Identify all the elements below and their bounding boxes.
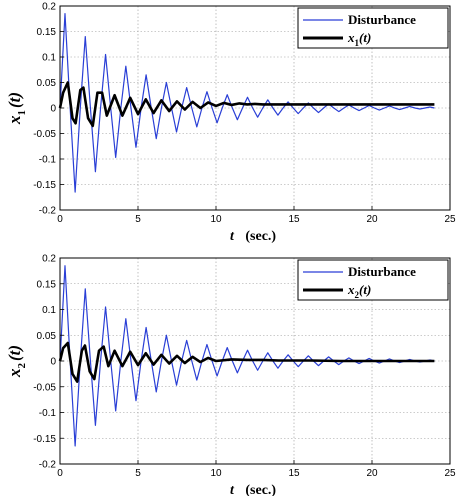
y-axis-label-main: x — [5, 115, 24, 125]
legend-label-x1-sub: 1 — [355, 38, 360, 48]
legend-x2: Disturbance x2(t) — [297, 259, 449, 301]
plot-x1: 0 5 10 15 20 25 -0.2 -0.15 -0.1 -0.05 0 0.05 0.1 0.1… — [5, 2, 456, 245]
legend-label-x1-arg: (t) — [359, 30, 371, 45]
x-tick-label: 10 — [210, 214, 222, 225]
plot-x2: 0 5 10 15 20 25 -0.2 -0.15 -0.1 -0.05 0 0.05 0.1 0.1… — [5, 254, 456, 496]
y-tick-labels-x2: -0.2 -0.15 -0.1 -0.05 0 0.05 0.1 0.15 0.2 — [33, 254, 64, 471]
x-axis-label-unit: (sec.) — [245, 229, 276, 244]
x-tick-label: 10 — [210, 468, 222, 479]
y-tick-label: 0.15 — [37, 279, 57, 290]
x-tick-label: 25 — [444, 468, 456, 479]
y-axis-label-sub: 2 — [16, 363, 28, 369]
y-axis-label-sub: 1 — [16, 110, 28, 116]
y-axis-label-arg: (t) — [5, 345, 24, 361]
y-tick-label: 0.05 — [37, 331, 57, 342]
x-tick-label: 0 — [57, 468, 63, 479]
y-axis-label-main: x — [5, 368, 24, 378]
x-tick-label: 25 — [444, 214, 456, 225]
y-tick-label: -0.1 — [39, 408, 57, 419]
y-tick-label: 0.15 — [37, 27, 57, 38]
x-tick-label: 15 — [288, 468, 300, 479]
y-axis-label-x1: x1 (t) — [5, 92, 28, 125]
x-axis-label-x1: t (sec.) — [230, 229, 276, 244]
x-axis-label-main: t — [230, 483, 235, 496]
series-layer-x2 — [58, 265, 435, 447]
legend-label-x2-sub: 2 — [355, 290, 360, 300]
y-tick-labels-x1: -0.2 -0.15 -0.1 -0.05 0 0.05 0.1 0.15 0.2 — [33, 2, 64, 217]
x-tick-label: 0 — [57, 214, 63, 225]
series-line-state — [58, 81, 435, 128]
y-axis-label-x2: x2 (t) — [5, 345, 28, 378]
legend-label-disturbance: Disturbance — [348, 12, 416, 27]
legend-label-x1-main: x — [347, 30, 355, 45]
y-axis-label-arg: (t) — [5, 92, 24, 108]
y-tick-label: -0.2 — [39, 206, 57, 217]
x-tick-label: 15 — [288, 214, 300, 225]
x-tick-labels-x2: 0 5 10 15 20 25 — [57, 460, 456, 479]
y-tick-label: 0 — [50, 357, 56, 368]
y-tick-label: -0.15 — [33, 180, 56, 191]
y-tick-label: 0.05 — [37, 78, 57, 89]
x-tick-labels-x1: 0 5 10 15 20 25 — [57, 206, 456, 225]
legend-box-x2 — [297, 259, 449, 301]
x-tick-label: 20 — [366, 214, 378, 225]
y-tick-label: 0.2 — [42, 2, 56, 13]
y-tick-label: 0.2 — [42, 254, 56, 265]
x-axis-label-unit: (sec.) — [245, 483, 276, 496]
y-tick-label: -0.05 — [33, 382, 56, 393]
x-axis-label-x2: t (sec.) — [230, 483, 276, 496]
x-tick-label: 20 — [366, 468, 378, 479]
y-tick-label: -0.15 — [33, 434, 56, 445]
y-tick-label: -0.05 — [33, 129, 56, 140]
series-line-state — [58, 341, 435, 383]
legend-label-x1: x1(t) — [347, 30, 371, 48]
legend-label-disturbance: Disturbance — [348, 264, 416, 279]
series-line-disturbance — [59, 13, 435, 193]
legend-box-x1 — [297, 7, 449, 49]
series-layer-x1 — [58, 13, 435, 193]
x-tick-label: 5 — [135, 214, 141, 225]
legend-label-x2-main: x — [347, 282, 355, 297]
x-axis-label-main: t — [230, 229, 235, 244]
legend-label-x2: x2(t) — [347, 282, 371, 300]
y-tick-label: 0.1 — [42, 53, 56, 64]
y-tick-label: -0.2 — [39, 460, 57, 471]
y-tick-label: 0.1 — [42, 305, 56, 316]
legend-x1: Disturbance x1(t) — [297, 7, 449, 49]
legend-label-x2-arg: (t) — [359, 282, 371, 297]
y-tick-label: -0.1 — [39, 155, 57, 166]
y-tick-label: 0 — [50, 104, 56, 115]
x-tick-label: 5 — [135, 468, 141, 479]
